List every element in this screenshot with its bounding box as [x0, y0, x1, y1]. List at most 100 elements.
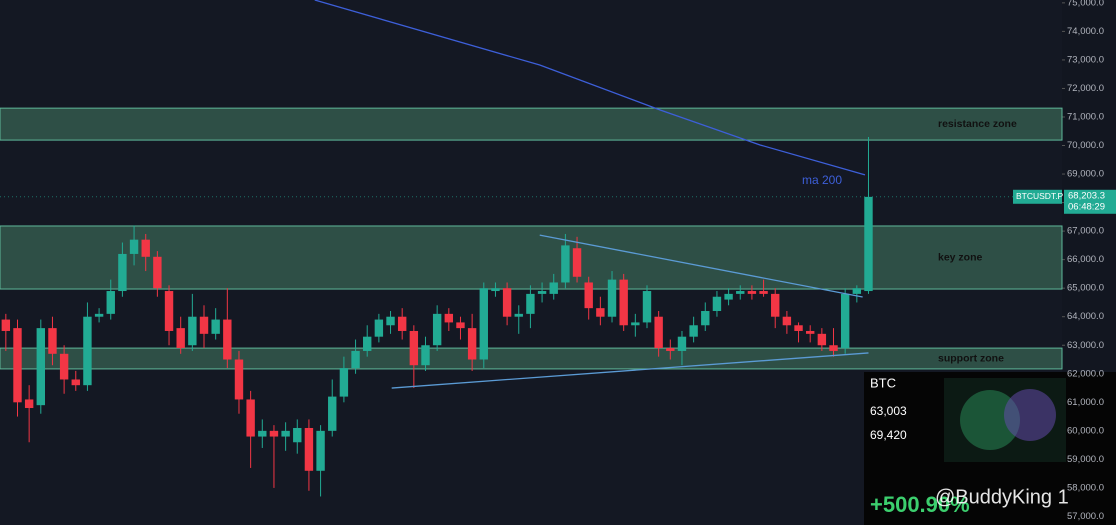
candle-body — [724, 293, 733, 300]
candle-body — [1, 319, 11, 331]
candle-body — [689, 325, 698, 337]
inset-card: BTC 63,003 69,420 +500.90% @BuddyKing 1 — [864, 372, 1116, 525]
price-tag — [1064, 189, 1116, 214]
y-tick-label: 69,000.0 — [1067, 169, 1104, 180]
zone — [0, 107, 1063, 141]
candle-body — [584, 282, 593, 309]
candle-body — [118, 253, 127, 292]
candle-body — [316, 430, 325, 471]
candle-body — [36, 328, 46, 406]
candle-body — [234, 359, 244, 400]
candle-body — [141, 239, 150, 257]
candle-body — [701, 311, 710, 326]
candle-body — [479, 288, 488, 360]
ma-label: ma 200 — [802, 173, 842, 187]
candle-body — [607, 279, 617, 317]
candle-body — [712, 296, 722, 312]
candle-body — [71, 379, 80, 386]
symbol-tag — [1013, 189, 1062, 204]
y-tick-label: 61,000.0 — [1067, 397, 1104, 408]
candle-body — [736, 291, 745, 294]
candle-body — [805, 330, 815, 334]
candle-body — [339, 368, 349, 397]
y-tick-label: 65,000.0 — [1067, 283, 1104, 294]
zone — [0, 225, 1063, 290]
candle-body — [572, 248, 582, 277]
candle-body — [677, 336, 687, 351]
candle-body — [654, 316, 663, 349]
candle-body — [491, 288, 500, 292]
candle-body — [526, 293, 535, 314]
candle-body — [164, 291, 174, 331]
candle-body — [386, 316, 395, 326]
candle-body — [596, 308, 605, 317]
candle-body — [397, 316, 407, 331]
candle-body — [456, 322, 465, 329]
candle-body — [549, 282, 558, 294]
candle-body — [59, 353, 69, 380]
candle-body — [829, 345, 838, 351]
candle-body — [24, 399, 34, 409]
candle-body — [293, 427, 302, 443]
price-label: 68,203.3 — [1068, 190, 1105, 201]
y-tick-label: 59,000.0 — [1067, 454, 1104, 465]
y-tick-label: 57,000.0 — [1067, 511, 1104, 522]
candle-body — [666, 348, 675, 351]
candle-body — [258, 430, 267, 437]
candle-body — [304, 427, 314, 471]
candle-body — [759, 291, 768, 294]
candle-body — [502, 288, 512, 317]
zone-label: support zone — [938, 352, 1004, 364]
candle-body — [106, 291, 115, 314]
candle-body — [328, 396, 337, 431]
ma-line — [314, 0, 866, 176]
countdown-label: 06:48:29 — [1068, 201, 1105, 212]
candle-body — [153, 256, 162, 289]
inset-gain: +500.90% — [870, 492, 970, 517]
candle-body — [561, 245, 570, 283]
y-tick-label: 67,000.0 — [1067, 226, 1104, 237]
zone — [0, 347, 1063, 370]
zone-label: resistance zone — [938, 118, 1017, 130]
candle-body — [351, 350, 360, 369]
candle-body — [83, 316, 92, 386]
candle-body — [537, 291, 547, 294]
y-tick-label: 74,000.0 — [1067, 26, 1104, 37]
candle-body — [514, 313, 523, 317]
candle-body — [467, 328, 477, 360]
y-tick-label: 62,000.0 — [1067, 368, 1104, 379]
inset-price: 69,420 — [870, 428, 907, 442]
candle-body — [794, 325, 803, 331]
candle-body — [199, 316, 209, 334]
candle-body — [363, 336, 372, 351]
candle-body — [94, 313, 104, 317]
y-tick-label: 75,000.0 — [1067, 0, 1104, 8]
candle-body — [188, 316, 197, 346]
candle-body — [432, 313, 442, 346]
candle-body — [281, 430, 290, 437]
candle-body — [642, 291, 652, 323]
zone-label: key zone — [938, 251, 983, 263]
symbol-label: BTCUSDT.P — [1016, 191, 1064, 201]
candle-body — [374, 319, 384, 337]
candle-body — [129, 239, 139, 254]
candle-body — [840, 293, 850, 349]
candle-body — [269, 430, 279, 437]
candle-body — [13, 328, 22, 403]
candle-body — [771, 293, 780, 317]
inset-title: BTC — [870, 375, 896, 390]
candle-body — [747, 291, 757, 294]
candle-body — [631, 322, 640, 326]
candle-body — [444, 313, 454, 323]
plot-area: resistance zone key zone support zone ma 20… — [0, 0, 1065, 517]
candle-body — [223, 319, 232, 360]
y-tick-label: 72,000.0 — [1067, 83, 1104, 94]
candle-body — [246, 399, 255, 437]
y-tick-label: 71,000.0 — [1067, 111, 1104, 122]
candle-body — [176, 328, 185, 349]
inset-art — [960, 390, 1020, 450]
y-tick-label: 60,000.0 — [1067, 425, 1104, 436]
y-tick-label: 70,000.0 — [1067, 140, 1104, 151]
trendline — [391, 352, 869, 389]
